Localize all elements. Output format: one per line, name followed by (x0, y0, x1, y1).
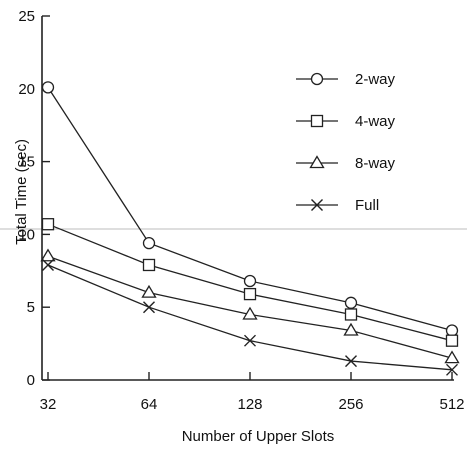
data-point-2-way (243, 274, 257, 288)
data-point-8-way (444, 350, 460, 364)
data-point-full (42, 258, 54, 271)
data-point-2-way (344, 296, 358, 309)
x-axis-title: Number of Upper Slots (182, 428, 335, 445)
x-marker-stroke (446, 363, 458, 376)
legend-marker (311, 199, 323, 211)
x-tick-label: 128 (237, 396, 262, 413)
x-tick-label: 512 (439, 396, 464, 413)
data-point-8-way (343, 322, 359, 336)
series-4-way (41, 218, 459, 347)
data-point-full (143, 301, 155, 314)
data-point-8-way (141, 284, 157, 298)
x-marker-stroke (345, 355, 357, 368)
series-full (42, 258, 458, 376)
legend: 2-way 4-way 8-way Full (296, 71, 396, 214)
y-tick-label: 15 (18, 154, 35, 171)
data-point-2-way (41, 81, 55, 94)
x-tick-label: 64 (141, 396, 158, 413)
y-axis-title: Total Time (sec) (13, 139, 30, 245)
legend-label: 8-way (355, 155, 396, 172)
data-point-2-way (142, 236, 156, 250)
tick-marks: 0 5 10 15 20 25 32 64 128 256 512 (18, 8, 464, 413)
series-2-way (41, 81, 459, 337)
data-point-full (446, 363, 458, 376)
y-tick-label: 20 (18, 81, 35, 98)
legend-label: Full (355, 197, 379, 214)
data-point-4-way (41, 218, 55, 231)
y-tick-label: 0 (27, 372, 35, 389)
legend-item-2-way: 2-way (296, 71, 396, 88)
data-point-full (244, 334, 256, 347)
legend-item-full: Full (296, 197, 379, 214)
data-point-8-way (40, 248, 56, 262)
series-group (40, 81, 460, 376)
legend-item-8-way: 8-way (296, 155, 396, 172)
x-tick-label: 256 (338, 396, 363, 413)
legend-label: 2-way (355, 71, 396, 88)
x-marker-stroke (143, 301, 155, 314)
y-tick-label: 25 (18, 8, 35, 25)
series-8-way (40, 248, 460, 364)
legend-marker (310, 72, 324, 86)
data-point-full (345, 355, 357, 368)
axes (0, 16, 467, 381)
data-point-2-way (445, 324, 459, 337)
data-point-4-way (445, 334, 459, 347)
data-point-4-way (243, 287, 257, 301)
legend-item-4-way: 4-way (296, 113, 396, 130)
legend-marker (309, 155, 325, 169)
data-point-4-way (344, 308, 358, 321)
y-tick-label: 10 (18, 226, 35, 243)
x-tick-label: 32 (40, 396, 57, 413)
legend-marker (310, 114, 324, 128)
data-point-8-way (242, 306, 258, 320)
data-point-4-way (142, 258, 156, 272)
x-marker-stroke (244, 334, 256, 347)
x-marker-stroke (311, 199, 323, 211)
y-tick-label: 5 (27, 299, 35, 316)
legend-label: 4-way (355, 113, 396, 130)
x-marker-stroke (42, 258, 54, 271)
